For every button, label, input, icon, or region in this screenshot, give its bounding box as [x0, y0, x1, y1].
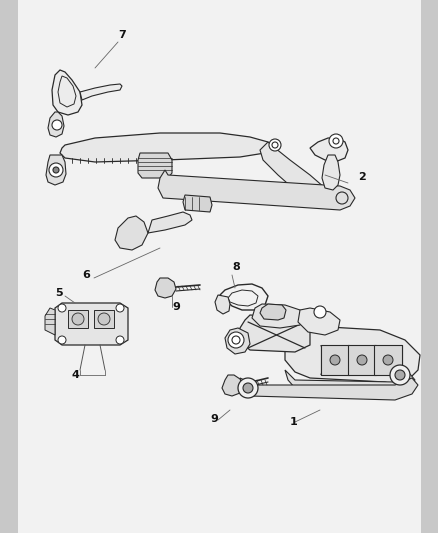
Polygon shape: [94, 310, 114, 328]
Text: 8: 8: [231, 262, 239, 272]
Polygon shape: [48, 112, 64, 137]
Polygon shape: [215, 295, 230, 314]
Circle shape: [116, 304, 124, 312]
Circle shape: [72, 313, 84, 325]
Polygon shape: [225, 328, 249, 354]
Text: 1: 1: [290, 417, 297, 427]
Circle shape: [53, 167, 59, 173]
Polygon shape: [222, 375, 243, 396]
Circle shape: [313, 306, 325, 318]
Polygon shape: [158, 170, 354, 210]
Polygon shape: [46, 155, 66, 185]
Polygon shape: [55, 303, 128, 345]
Polygon shape: [321, 155, 339, 190]
Text: 5: 5: [55, 288, 63, 298]
Polygon shape: [240, 315, 309, 352]
Polygon shape: [240, 378, 417, 400]
Circle shape: [237, 378, 258, 398]
Circle shape: [394, 370, 404, 380]
Bar: [0, 0, 18, 533]
Polygon shape: [309, 138, 347, 162]
Polygon shape: [320, 345, 348, 375]
Circle shape: [58, 304, 66, 312]
Circle shape: [382, 355, 392, 365]
Circle shape: [227, 332, 244, 348]
Circle shape: [356, 355, 366, 365]
Circle shape: [52, 120, 62, 130]
Polygon shape: [259, 142, 329, 206]
Polygon shape: [251, 304, 304, 328]
Circle shape: [243, 383, 252, 393]
Polygon shape: [45, 308, 55, 335]
Polygon shape: [259, 304, 285, 320]
Polygon shape: [68, 310, 88, 328]
Polygon shape: [183, 195, 212, 212]
Polygon shape: [373, 345, 401, 375]
Polygon shape: [347, 345, 375, 375]
Polygon shape: [155, 278, 176, 298]
Polygon shape: [60, 133, 269, 162]
Text: 4: 4: [72, 370, 80, 380]
Text: 6: 6: [82, 270, 90, 280]
Polygon shape: [115, 216, 148, 250]
Text: 2: 2: [357, 172, 365, 182]
Circle shape: [329, 355, 339, 365]
Polygon shape: [148, 212, 191, 233]
Circle shape: [116, 336, 124, 344]
Circle shape: [328, 134, 342, 148]
Polygon shape: [297, 308, 339, 335]
Bar: [420, 0, 438, 533]
Text: 9: 9: [172, 302, 180, 312]
Polygon shape: [284, 325, 419, 385]
Text: 7: 7: [118, 30, 125, 40]
Circle shape: [389, 365, 409, 385]
Circle shape: [58, 336, 66, 344]
Polygon shape: [52, 70, 82, 115]
Circle shape: [49, 163, 63, 177]
Polygon shape: [138, 153, 172, 178]
Polygon shape: [284, 370, 414, 393]
Polygon shape: [80, 84, 122, 100]
Circle shape: [268, 139, 280, 151]
Circle shape: [98, 313, 110, 325]
Text: 9: 9: [209, 414, 217, 424]
